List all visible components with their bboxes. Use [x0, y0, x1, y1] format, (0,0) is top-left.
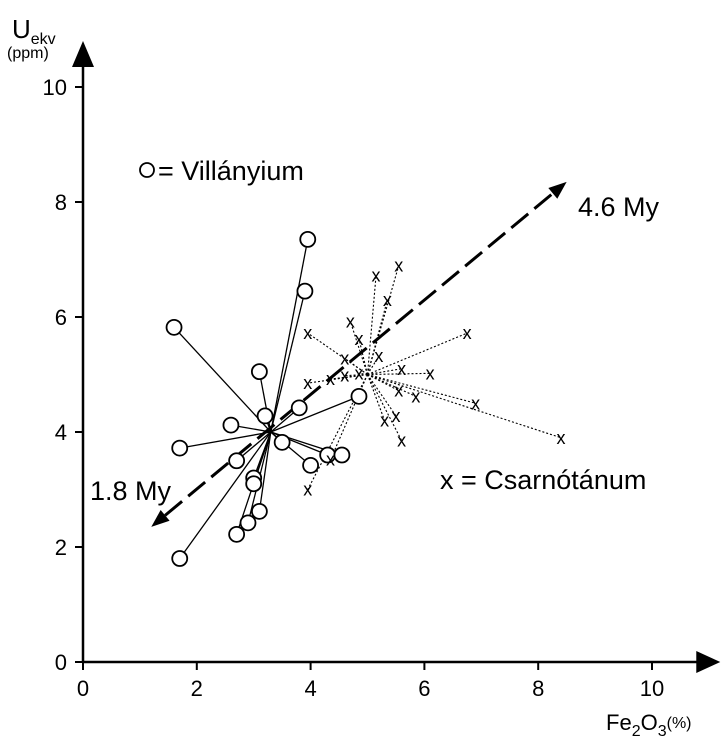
connector-line — [344, 357, 368, 375]
csarnotanum-point: x — [326, 369, 335, 389]
y-tick-label: 2 — [55, 535, 67, 560]
csarnotanum-point: x — [303, 480, 312, 500]
connector-line — [366, 275, 377, 375]
x-tick-label: 0 — [77, 676, 89, 701]
x-axis-label: Fe2O3(%) — [606, 710, 692, 740]
connector-line — [367, 374, 397, 417]
csarnotanum-point: x — [426, 363, 435, 383]
csarnotanum-point: x — [340, 348, 349, 368]
csarnotanum-point: x — [394, 381, 403, 401]
connector-line — [270, 239, 309, 433]
connector-lines — [173, 239, 562, 559]
y-tick-label: 0 — [55, 650, 67, 675]
villanyium-point — [296, 282, 314, 300]
connector-line — [330, 374, 369, 460]
connector-line — [367, 332, 468, 376]
csarnotanum-point: x — [463, 323, 472, 343]
villanyium-point — [302, 456, 320, 474]
connector-line — [366, 299, 388, 375]
csarnotanum-point: x — [391, 406, 400, 426]
x-tick-label: 4 — [304, 676, 316, 701]
villanyium-point — [171, 439, 189, 457]
connector-line — [366, 265, 400, 375]
csarnotanum-point: x — [340, 366, 349, 386]
trend-arrowhead-end — [548, 181, 567, 199]
villanyium-point — [171, 550, 189, 567]
y-tick-label: 10 — [43, 75, 67, 100]
x-tick-label: 6 — [418, 676, 430, 701]
connector-line — [367, 374, 403, 441]
axes: 0 2 4 6 8 10 0 2 4 6 8 10 — [43, 41, 721, 701]
csarnotanum-point: x — [383, 290, 392, 310]
legend-csarnotanum-label: x = Csarnótánum — [440, 465, 646, 495]
connector-line — [173, 326, 272, 433]
csarnotanum-point: x — [354, 363, 363, 383]
villanyium-point — [273, 433, 291, 451]
villanyium-point — [228, 452, 246, 470]
csarnotanum-point: x — [303, 323, 312, 343]
trend-end-label: 4.6 My — [578, 192, 660, 222]
connector-line — [179, 431, 271, 449]
connector-line — [270, 290, 306, 433]
trend-start-label: 1.8 My — [90, 476, 172, 506]
csarnotanum-point: x — [556, 428, 565, 448]
y-tick-label: 4 — [55, 420, 67, 445]
csarnotanum-point: x — [394, 255, 403, 275]
villanyium-point — [250, 363, 268, 381]
connector-line — [258, 431, 272, 512]
x-axis-arrowhead — [696, 651, 721, 673]
csarnotanum-point: x — [411, 386, 420, 406]
y-tick-label: 6 — [55, 305, 67, 330]
villanyium-point — [245, 475, 263, 493]
connector-line — [367, 373, 562, 439]
y-tick-label: 8 — [55, 190, 67, 215]
y-axis-arrowhead — [72, 41, 94, 67]
csarnotanum-point: x — [397, 431, 406, 451]
villanyium-point — [222, 416, 240, 434]
csarnotanum-point: x — [397, 359, 406, 379]
y-axis-unit: (ppm) — [7, 45, 49, 62]
legend-villanyium-label: = Villányium — [158, 156, 304, 186]
villanyium-point — [299, 230, 317, 248]
villanyium-point — [333, 446, 351, 464]
villanyium-point — [239, 514, 257, 532]
villanyium-point — [165, 318, 183, 336]
csarnotanum-point: x — [346, 312, 355, 332]
x-tick-label: 2 — [191, 676, 203, 701]
csarnotanum-point: x — [471, 393, 480, 413]
villanyium-point — [290, 399, 308, 417]
connector-line — [367, 368, 402, 376]
connector-line — [367, 373, 417, 397]
villanyium-point — [350, 387, 368, 405]
connector-line — [349, 321, 369, 375]
csarnotanum-point: x — [303, 373, 312, 393]
trend-line — [164, 192, 554, 517]
trend-arrowhead-start — [151, 509, 170, 527]
connector-line — [367, 372, 431, 376]
x-tick-label: 10 — [640, 676, 664, 701]
csarnotanum-point: x — [380, 411, 389, 431]
x-tick-label: 8 — [532, 676, 544, 701]
trend-arrow — [151, 181, 567, 527]
connector-line — [367, 373, 476, 404]
y-axis-label: Uekv — [12, 14, 56, 48]
villanyium-point — [256, 407, 274, 425]
csarnotanum-point: x — [354, 329, 363, 349]
connector-line — [270, 395, 360, 433]
csarnotanum-point: x — [374, 346, 383, 366]
villanyium-point — [250, 502, 268, 520]
connector-line — [366, 374, 386, 421]
connector-line — [179, 431, 272, 559]
legend-circle-icon — [139, 162, 155, 178]
csarnotanum-point: x — [372, 266, 381, 286]
legend-villanyium: = Villányium — [139, 156, 304, 186]
csarnotanum-point: x — [326, 450, 335, 470]
villanyium-point — [228, 525, 246, 543]
